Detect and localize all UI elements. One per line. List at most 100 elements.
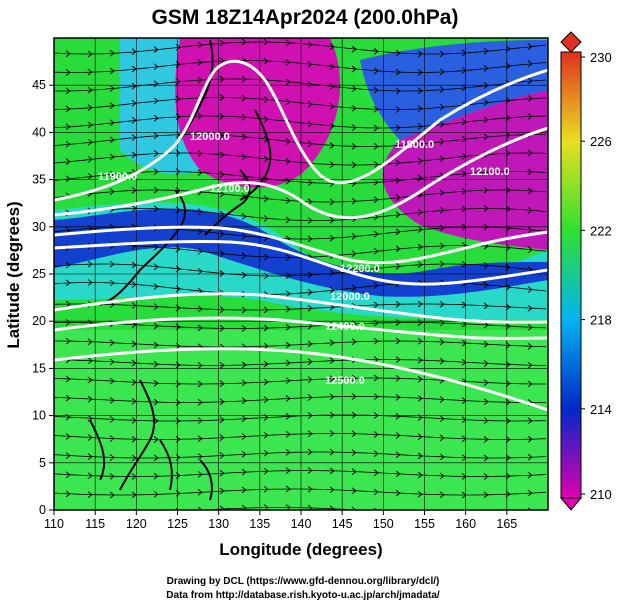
streamline-arrow [373,67,379,75]
streamline-arrow [505,96,511,104]
streamline-arrow [483,116,489,124]
streamline-arrow [373,488,379,496]
streamline-arrow [417,261,423,269]
colorbar-top-arrow [560,31,582,53]
streamline-arrow [285,413,291,420]
y-tick-label: 35 [32,173,46,187]
streamline-arrow [373,356,379,363]
streamline-arrow [132,509,133,510]
streamline-arrow [351,104,357,112]
streamline-arrow [373,143,379,150]
streamline-arrow [219,325,225,332]
colorbar-tick-label: 210 [590,487,612,502]
streamline-arrow [329,269,335,277]
streamline-arrow [329,216,335,224]
streamline-arrow [329,448,335,456]
contour-labels: 12000.0 12100.0 11900.0 11800.0 12200.0 … [98,131,510,387]
y-tick-label: 15 [32,361,46,375]
streamline-arrow [395,356,401,363]
streamline-arrow [197,150,203,157]
streamline-arrow [505,186,511,194]
streamline-arrow [307,179,313,187]
streamline-arrow [131,48,137,56]
streamline-arrow [285,197,291,204]
streamline-arrow [373,105,379,113]
streamline-arrow [285,341,291,349]
streamline-arrow [65,69,71,76]
x-tick-label: 160 [455,517,476,531]
streamline-arrow [373,86,379,94]
x-tick-label: 110 [44,517,64,531]
streamline-arrow [65,433,71,440]
streamline-arrow [153,243,159,251]
streamline-arrow [417,337,423,345]
streamline-arrow [439,357,445,365]
streamline-arrow [153,379,159,387]
streamline-arrow [65,394,71,402]
streamline-arrow [527,453,533,461]
streamline-arrow [483,454,489,462]
streamline-arrow [373,337,379,345]
y-tick-label: 40 [32,125,46,139]
x-tick-label: 130 [208,517,229,531]
streamline-arrow [329,198,335,206]
streamline-arrow [527,226,533,234]
streamline-arrow [395,211,401,219]
streamline-arrow [65,337,71,345]
streamline-arrow [109,491,115,499]
streamline-arrow [527,361,533,369]
streamline-arrow [241,38,247,46]
streamline-arrow [285,449,291,456]
streamline-arrow [527,380,533,388]
streamline-arrow [131,205,137,212]
streamline-arrow [263,306,269,314]
streamline-arrow [329,430,335,437]
streamline-arrow [131,435,137,443]
streamline-arrow [439,189,445,197]
streamline-arrow [87,224,93,232]
streamline-arrow [483,168,489,176]
streamline-arrow [197,324,203,332]
streamline-arrow [285,485,291,493]
streamline-arrow [87,338,93,346]
streamline-arrow [483,473,489,480]
streamline-arrow [483,398,489,406]
streamline-arrow [417,174,423,182]
streamline-arrow [197,267,203,275]
streamline-arrow [417,140,423,148]
streamline-arrow [461,301,467,309]
colorbar-ticks: 210 214 218 222 226 230 [581,50,612,502]
streamline-arrow [483,417,489,424]
streamline-arrow [219,132,225,139]
streamline-arrow [153,322,159,330]
streamline-arrow [439,121,445,128]
streamline-arrow [241,325,247,332]
streamline-arrow [505,168,511,175]
x-tick-label: 165 [496,517,517,531]
contour-label: 12000.0 [190,131,230,143]
streamline-arrow [395,413,401,420]
streamline-arrow [197,228,203,235]
streamline-arrow [505,62,511,70]
streamline-arrow [527,286,533,293]
streamline-arrow [65,158,71,165]
streamline-arrow [395,451,401,459]
y-tick-label: 30 [32,220,46,234]
streamline-arrow [483,321,489,329]
colorbar: 210 214 218 222 226 230 [559,31,612,511]
streamline-arrow [373,247,379,255]
streamline-arrow [527,435,533,443]
streamline-arrow [153,168,159,175]
streamline-arrow [329,393,335,401]
streamline-arrow [87,491,93,498]
streamline-arrow [483,186,489,194]
streamline-arrow [219,469,225,477]
streamline-arrow [417,87,423,95]
streamline-arrow [439,415,445,423]
streamline-arrow [219,230,225,238]
streamline-arrow [373,374,379,382]
streamline-arrow [395,177,401,184]
streamline-arrow [329,411,335,419]
streamline-arrow [285,323,291,331]
